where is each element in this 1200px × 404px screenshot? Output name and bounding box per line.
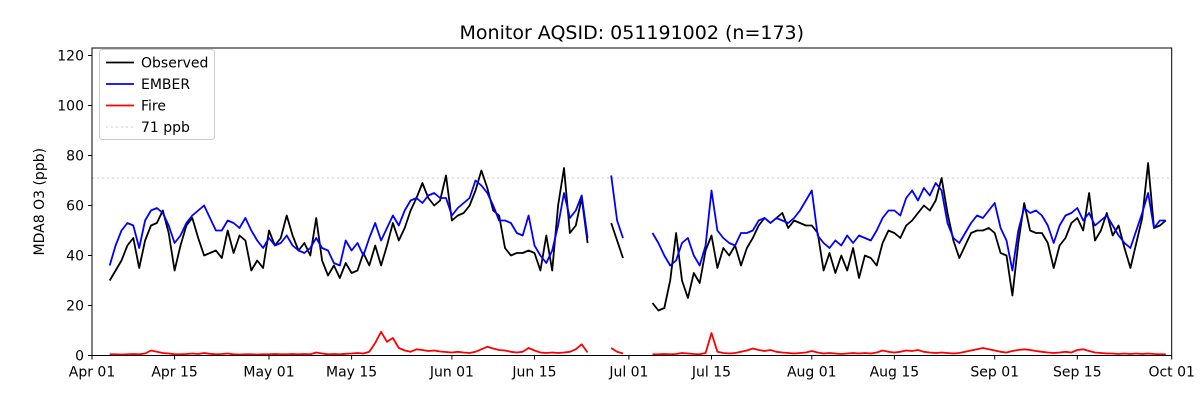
plot-area: 0 20 40 60 80 100 120 Apr 01 Apr 15 May 01 May 15 J… bbox=[57, 47, 1195, 381]
x-tick-label: Sep 01 bbox=[970, 365, 1019, 381]
y-tick-label: 0 bbox=[75, 349, 84, 365]
x-tick-label: Jul 01 bbox=[608, 365, 648, 381]
legend-item-ember: EMBER bbox=[106, 77, 190, 93]
observed-segment bbox=[108, 167, 589, 281]
y-tick-label: 80 bbox=[66, 149, 84, 165]
x-tick-label: Aug 15 bbox=[870, 365, 920, 381]
fire-segment bbox=[109, 330, 589, 356]
x-axis: Apr 01 Apr 15 May 01 May 15 Jun 01 Jun 15 Jul … bbox=[69, 355, 1195, 381]
axes-frame bbox=[91, 47, 1173, 356]
legend-item-observed: Observed bbox=[106, 56, 208, 72]
legend: Observed EMBER Fire 71 ppb bbox=[99, 49, 215, 140]
y-axis-label: MDA8 O3 (ppb) bbox=[32, 148, 48, 256]
fire-segment bbox=[610, 347, 624, 355]
legend-label: 71 ppb bbox=[141, 120, 190, 136]
y-tick-label: 60 bbox=[66, 199, 84, 215]
x-tick-label: Jul 15 bbox=[691, 365, 731, 381]
x-tick-label: Jun 15 bbox=[511, 365, 556, 381]
legend-box bbox=[99, 49, 215, 140]
ember-segment bbox=[108, 179, 589, 267]
x-tick-label: Apr 15 bbox=[151, 365, 197, 381]
ember-segment bbox=[651, 182, 1166, 272]
x-tick-label: Aug 01 bbox=[787, 365, 837, 381]
legend-label: EMBER bbox=[141, 77, 190, 93]
x-tick-label: Sep 15 bbox=[1053, 365, 1102, 381]
x-tick-label: Apr 01 bbox=[69, 365, 115, 381]
legend-item-71-ppb: 71 ppb bbox=[106, 120, 190, 136]
y-axis: 0 20 40 60 80 100 120 bbox=[57, 49, 92, 365]
observed-line bbox=[108, 162, 1167, 312]
y-tick-label: 100 bbox=[57, 99, 84, 115]
y-tick-label: 20 bbox=[66, 299, 84, 315]
legend-label: Fire bbox=[141, 99, 166, 115]
x-tick-label: May 15 bbox=[326, 365, 377, 381]
chart-title: Monitor AQSID: 051191002 (n=173) bbox=[460, 22, 805, 44]
y-tick-label: 40 bbox=[66, 249, 84, 265]
ember-segment bbox=[610, 175, 624, 239]
x-tick-label: Jun 01 bbox=[429, 365, 474, 381]
fire-segment bbox=[652, 332, 1166, 356]
ember-line bbox=[108, 175, 1166, 272]
fire-line bbox=[109, 330, 1166, 356]
x-tick-label: May 01 bbox=[243, 365, 294, 381]
y-tick-label: 120 bbox=[57, 49, 84, 65]
x-tick-label: Oct 01 bbox=[1148, 365, 1194, 381]
observed-segment bbox=[651, 162, 1167, 312]
legend-item-fire: Fire bbox=[106, 99, 166, 115]
observed-segment bbox=[610, 222, 624, 259]
legend-label: Observed bbox=[141, 56, 208, 72]
